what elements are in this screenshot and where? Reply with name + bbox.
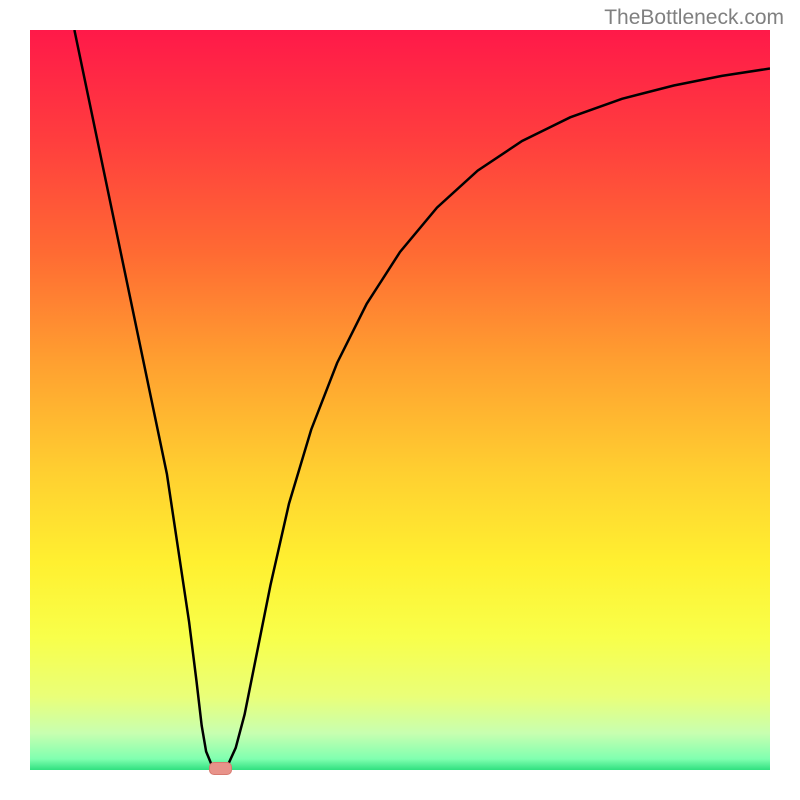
plot-area	[30, 30, 770, 770]
watermark-text: TheBottleneck.com	[604, 6, 784, 30]
curve	[30, 30, 770, 770]
chart-container: TheBottleneck.com	[0, 0, 800, 800]
min-marker	[209, 762, 232, 775]
